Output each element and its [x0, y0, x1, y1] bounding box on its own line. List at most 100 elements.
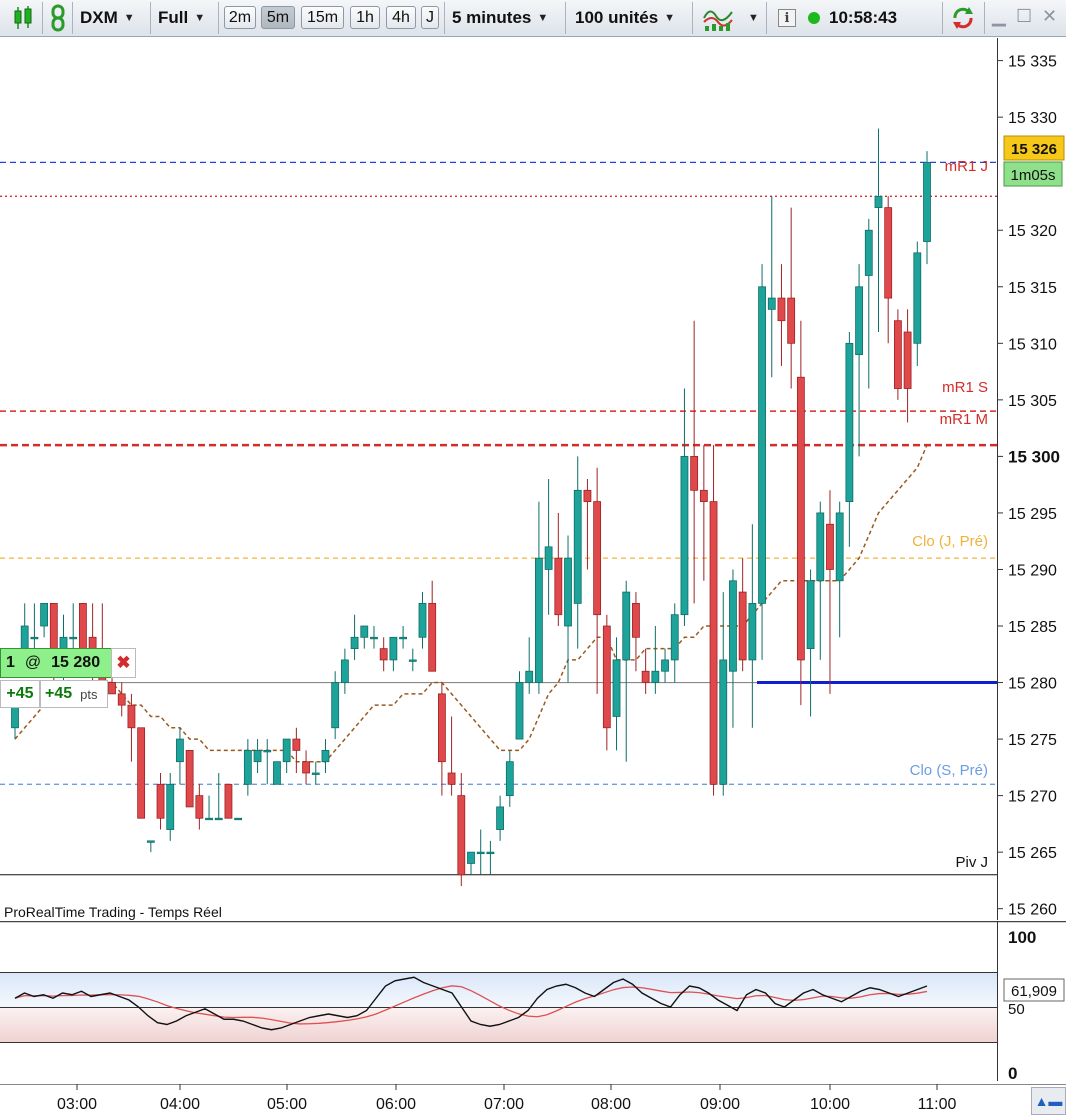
indicators-icon[interactable]: [700, 0, 736, 36]
candle: [205, 817, 213, 821]
instrument-select[interactable]: DXM ▼: [80, 0, 148, 36]
candle: [564, 557, 572, 627]
price-tick-label: 15 320: [1008, 223, 1057, 240]
rsi-line: [14, 976, 928, 1031]
candle: [709, 501, 718, 785]
candle: [729, 580, 737, 672]
candle: [428, 602, 437, 672]
candle: [525, 670, 534, 683]
candle: [117, 693, 126, 706]
timeframe-5m[interactable]: 5m: [261, 6, 295, 29]
units-select[interactable]: 100 unités ▼: [575, 0, 685, 36]
candle: [496, 806, 505, 830]
market-status: 10:58:43: [808, 0, 928, 36]
price-tick-label: 15 310: [1008, 336, 1057, 353]
candle: [573, 489, 582, 604]
timeframe-j[interactable]: J: [421, 6, 439, 29]
chevron-down-icon: ▼: [664, 12, 676, 24]
refresh-icon[interactable]: [946, 0, 980, 36]
rsi-panel[interactable]: 100 50 0 61,909 03:00 04:00 05:00 06:00 07:0…: [0, 921, 1066, 1115]
candle: [69, 636, 78, 640]
level-label-clo-s: Clo (S, Pré): [910, 762, 988, 779]
candle: [670, 614, 679, 661]
candle: [292, 738, 301, 751]
pnl-points-value: +45: [45, 685, 73, 702]
candle: [408, 659, 417, 662]
chevron-down-icon: ▼: [194, 12, 206, 24]
candle: [176, 738, 184, 763]
scroll-to-latest-button[interactable]: ▲▬: [1031, 1087, 1066, 1115]
candle: [11, 704, 19, 729]
candle: [486, 851, 495, 855]
minimize-icon[interactable]: ▁: [992, 6, 1006, 26]
price-tick-label: 15 260: [1008, 902, 1057, 919]
candle: [137, 727, 146, 819]
candle: [641, 670, 650, 683]
candle: [835, 512, 844, 582]
candle: [234, 817, 243, 821]
order-quantity: 1: [6, 654, 15, 671]
timeframe-15m[interactable]: 15m: [301, 6, 344, 29]
countdown-value: 1m05s: [1010, 167, 1055, 184]
rsi-lines: [14, 976, 928, 1031]
current-price-badge: [1003, 135, 1065, 161]
candle: [767, 297, 776, 310]
candle: [243, 749, 252, 785]
time-tick-label: 10:00: [810, 1096, 850, 1113]
candle: [437, 693, 446, 763]
candle: [467, 851, 475, 864]
period-label: 5 minutes: [452, 8, 532, 27]
view-mode-select[interactable]: Full ▼: [158, 0, 216, 36]
candle: [913, 252, 922, 344]
level-label-mr1-s: mR1 S: [942, 379, 988, 396]
timeframe-1h[interactable]: 1h: [350, 6, 380, 29]
price-chart[interactable]: 15 335 15 330 15 320 15 315 15 310 15 305 15 3…: [0, 38, 1066, 920]
price-tick-label: 15 300: [1008, 447, 1060, 466]
candle: [389, 636, 398, 661]
candle: [108, 682, 116, 695]
price-tick-label: 15 305: [1008, 393, 1057, 410]
candle: [360, 625, 369, 638]
rsi-axis-50: 50: [1008, 1001, 1025, 1018]
period-select[interactable]: 5 minutes ▼: [452, 0, 562, 36]
candle: [748, 602, 757, 661]
view-mode-label: Full: [158, 8, 189, 27]
close-window-icon[interactable]: ✕: [1042, 6, 1058, 26]
candle: [340, 659, 349, 683]
pnl-value-box: +45: [0, 680, 40, 708]
link-icon[interactable]: [44, 0, 72, 36]
candle: [273, 761, 281, 785]
level-label-piv-j: Piv J: [955, 854, 988, 871]
candle: [758, 286, 766, 604]
candle: [796, 376, 805, 661]
chart-footer-title: ProRealTime Trading - Temps Réel: [4, 904, 222, 920]
chart-type-candles-icon[interactable]: [4, 0, 42, 36]
candle: [195, 795, 204, 819]
time-tick-label: 09:00: [700, 1096, 740, 1113]
candle: [738, 591, 747, 661]
indicators-dropdown[interactable]: ▼: [742, 0, 762, 36]
price-tick-label: 15 275: [1008, 732, 1057, 749]
maximize-icon[interactable]: ☐: [1016, 6, 1033, 26]
time-tick-label: 08:00: [591, 1096, 631, 1113]
pnl-unit: pts: [80, 686, 98, 702]
pnl-points-box: +45 pts: [40, 680, 108, 708]
info-icon[interactable]: i: [776, 0, 798, 36]
candle: [845, 342, 854, 503]
timeframe-2m[interactable]: 2m: [224, 6, 256, 29]
candle: [30, 636, 39, 640]
candle: [699, 489, 708, 503]
order-at-sign: @: [24, 654, 42, 671]
candles-layer: [11, 128, 931, 887]
timeframe-4h[interactable]: 4h: [386, 6, 416, 29]
candle: [826, 523, 834, 570]
close-icon[interactable]: ✖: [111, 648, 136, 678]
level-label-mr1-j: mR1 J: [945, 158, 988, 175]
price-tick-label: 15 290: [1008, 562, 1057, 579]
candle: [593, 501, 602, 616]
candle: [476, 851, 485, 855]
candle: [515, 682, 524, 740]
candle: [350, 636, 359, 650]
candle: [214, 817, 223, 821]
candle: [379, 648, 388, 661]
